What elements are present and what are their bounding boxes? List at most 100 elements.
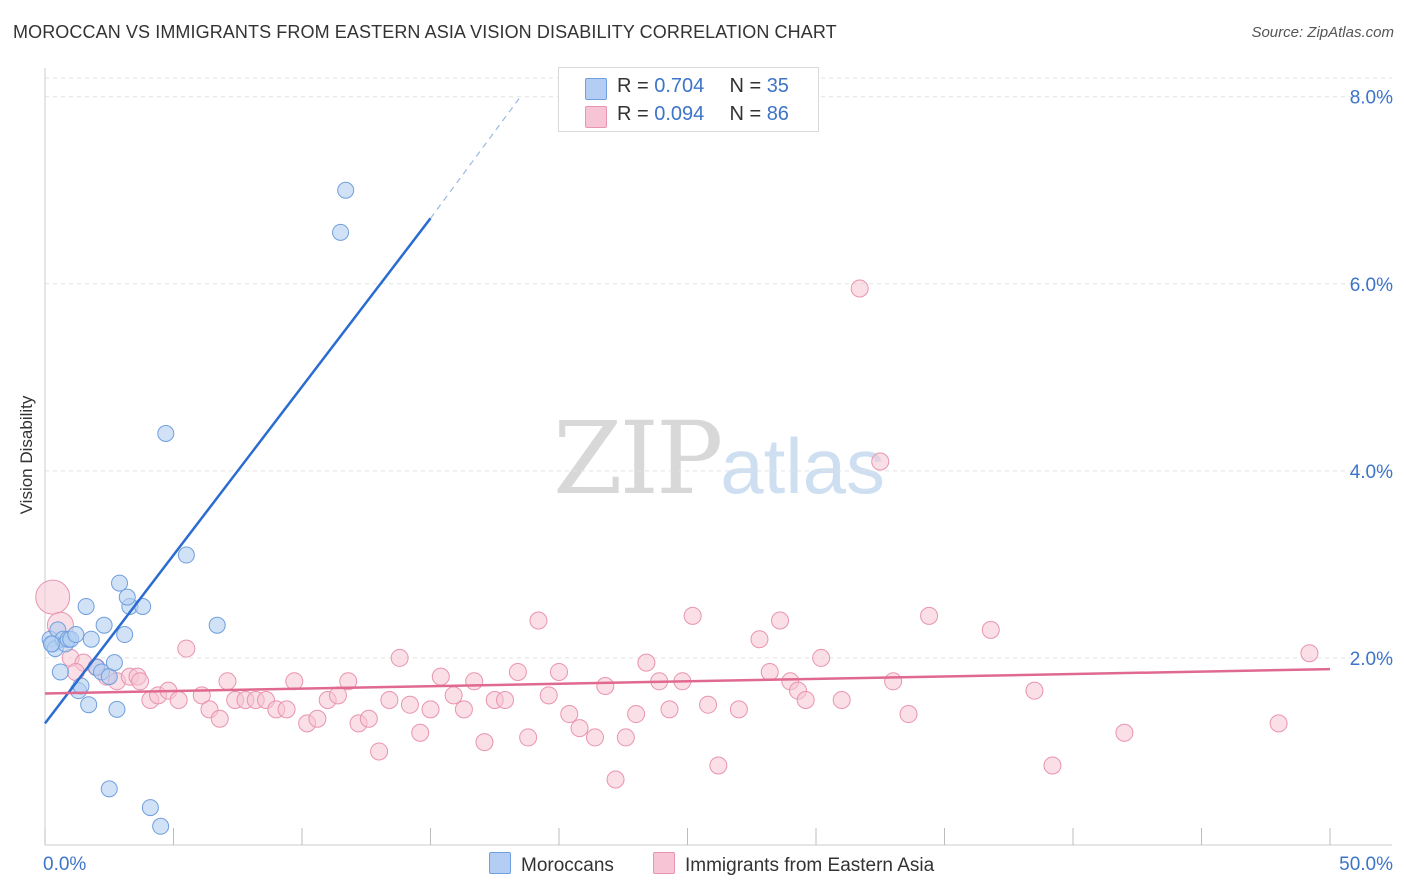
data-point-immigrants	[431, 667, 450, 686]
data-point-immigrants	[35, 579, 71, 615]
data-point-immigrants	[454, 700, 473, 719]
watermark: ZIPatlas	[553, 400, 885, 517]
data-point-immigrants	[421, 700, 440, 719]
data-point-moroccans	[80, 696, 98, 714]
data-point-immigrants	[812, 648, 831, 667]
data-point-moroccans	[77, 597, 95, 615]
bottom-legend-swatch-blue	[489, 852, 511, 874]
data-point-immigrants	[884, 672, 903, 691]
data-point-moroccans	[51, 663, 69, 681]
data-point-immigrants	[177, 639, 196, 658]
data-point-moroccans	[111, 574, 129, 592]
data-point-moroccans	[105, 654, 123, 672]
data-point-moroccans	[42, 635, 60, 653]
data-point-moroccans	[337, 181, 355, 199]
data-point-immigrants	[496, 691, 515, 710]
data-point-moroccans	[332, 223, 350, 241]
data-point-immigrants	[796, 691, 815, 710]
data-point-immigrants	[328, 686, 347, 705]
gridlines	[45, 77, 1392, 659]
legend-n-label: N =	[729, 75, 767, 97]
source-label: Source: ZipAtlas.com	[1251, 24, 1394, 41]
data-point-immigrants	[606, 770, 625, 789]
data-point-moroccans	[208, 616, 226, 634]
y-tick-label: 8.0%	[1350, 88, 1393, 109]
trend-lines	[44, 96, 1331, 725]
chart-title: MOROCCAN VS IMMIGRANTS FROM EASTERN ASIA…	[13, 22, 837, 42]
data-point-immigrants	[218, 672, 237, 691]
data-point-immigrants	[1115, 723, 1134, 742]
data-point-moroccans	[118, 588, 136, 606]
data-point-immigrants	[390, 648, 409, 667]
bottom-legend-label: Immigrants from Eastern Asia	[685, 855, 935, 876]
watermark-atlas: atlas	[720, 422, 886, 510]
data-point-immigrants	[699, 695, 718, 714]
data-point-immigrants	[560, 705, 579, 724]
y-axis-label-wrap: Vision Disability	[12, 396, 42, 515]
tick-labels: 2.0% 4.0% 6.0% 8.0% 0.0% 50.0%	[43, 88, 1393, 875]
data-point-immigrants	[359, 709, 378, 728]
legend-n-label: N =	[729, 103, 767, 125]
data-point-immigrants	[850, 279, 869, 298]
legend-r-label: R =	[617, 103, 655, 125]
data-point-immigrants	[750, 630, 769, 649]
data-point-immigrants	[920, 606, 939, 625]
data-point-immigrants	[444, 686, 463, 705]
data-point-immigrants	[370, 742, 389, 761]
axes	[44, 68, 1392, 846]
data-point-immigrants	[899, 705, 918, 724]
bottom-legend-swatch-pink	[653, 852, 675, 874]
x-tick-label-min: 0.0%	[43, 854, 86, 875]
data-point-immigrants	[771, 611, 790, 630]
data-point-immigrants	[981, 620, 1000, 639]
legend-n-value: 86	[766, 103, 789, 125]
data-point-moroccans	[157, 424, 175, 442]
y-axis-label: Vision Disability	[17, 395, 36, 515]
trend-line-moroccans-extension	[430, 96, 521, 219]
data-point-immigrants	[683, 606, 702, 625]
data-point-immigrants	[570, 719, 589, 738]
trend-line-immigrants	[44, 667, 1331, 695]
data-point-moroccans	[152, 817, 170, 835]
data-point-immigrants	[637, 653, 656, 672]
bottom-legend-immigrants: Immigrants from Eastern Asia	[653, 852, 934, 877]
y-tick-label: 4.0%	[1350, 462, 1393, 483]
data-point-immigrants	[585, 728, 604, 747]
data-point-immigrants	[1269, 714, 1288, 733]
data-point-moroccans	[108, 700, 126, 718]
data-point-immigrants	[832, 691, 851, 710]
data-point-immigrants	[169, 691, 188, 710]
data-point-immigrants	[339, 672, 358, 691]
y-tick-label: 6.0%	[1350, 275, 1393, 296]
legend-swatch-pink	[585, 106, 607, 128]
data-point-immigrants	[277, 700, 296, 719]
legend-r-value: 0.094	[654, 103, 705, 125]
data-point-immigrants	[131, 672, 150, 691]
legend: R = 0.704 N = 35 R = 0.094 N = 86	[558, 67, 819, 132]
data-point-immigrants	[519, 728, 538, 747]
data-point-immigrants	[411, 723, 430, 742]
data-point-immigrants	[529, 611, 548, 630]
data-point-immigrants	[596, 676, 615, 695]
data-point-immigrants	[380, 691, 399, 710]
data-point-immigrants	[400, 695, 419, 714]
data-point-moroccans	[116, 626, 134, 644]
series-moroccans	[41, 181, 355, 835]
data-point-immigrants	[308, 709, 327, 728]
y-tick-label: 2.0%	[1350, 649, 1393, 670]
watermark-zip: ZIP	[553, 400, 723, 517]
data-point-immigrants	[709, 756, 728, 775]
data-point-immigrants	[550, 662, 568, 681]
data-point-immigrants	[660, 700, 679, 719]
data-point-immigrants	[539, 686, 558, 705]
data-point-immigrants	[760, 662, 779, 681]
legend-r-value: 0.704	[654, 75, 705, 97]
data-point-immigrants	[475, 733, 494, 752]
data-point-immigrants	[627, 705, 646, 724]
data-point-immigrants	[465, 672, 484, 691]
data-point-moroccans	[95, 616, 113, 634]
legend-swatch-blue	[585, 78, 607, 100]
data-point-moroccans	[82, 630, 100, 648]
bottom-legend-moroccans: Moroccans	[489, 852, 614, 877]
